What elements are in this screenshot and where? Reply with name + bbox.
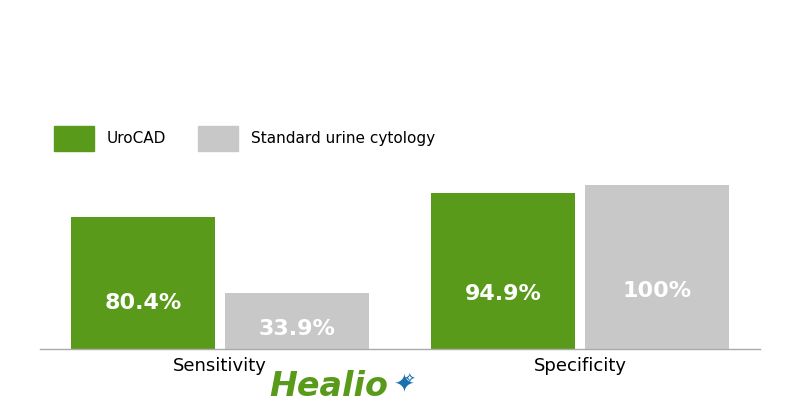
- Text: UroCAD vs. standard urine cytology: UroCAD vs. standard urine cytology: [190, 75, 610, 95]
- Bar: [71, 217, 215, 349]
- Text: 94.9%: 94.9%: [465, 284, 542, 304]
- Bar: [225, 293, 369, 349]
- Bar: [54, 126, 94, 151]
- Bar: [585, 185, 729, 349]
- Text: 100%: 100%: [622, 281, 692, 301]
- Text: UroCAD: UroCAD: [107, 131, 166, 146]
- Text: Healio: Healio: [269, 370, 388, 403]
- Text: 33.9%: 33.9%: [258, 319, 335, 339]
- Text: ✧: ✧: [404, 373, 415, 387]
- Text: ✦: ✦: [394, 373, 414, 397]
- Text: Standard urine cytology: Standard urine cytology: [251, 131, 435, 146]
- Bar: [431, 193, 575, 349]
- Text: 80.4%: 80.4%: [104, 292, 182, 312]
- Bar: [198, 126, 238, 151]
- Text: Detection of urothelial carcinoma with: Detection of urothelial carcinoma with: [173, 30, 627, 50]
